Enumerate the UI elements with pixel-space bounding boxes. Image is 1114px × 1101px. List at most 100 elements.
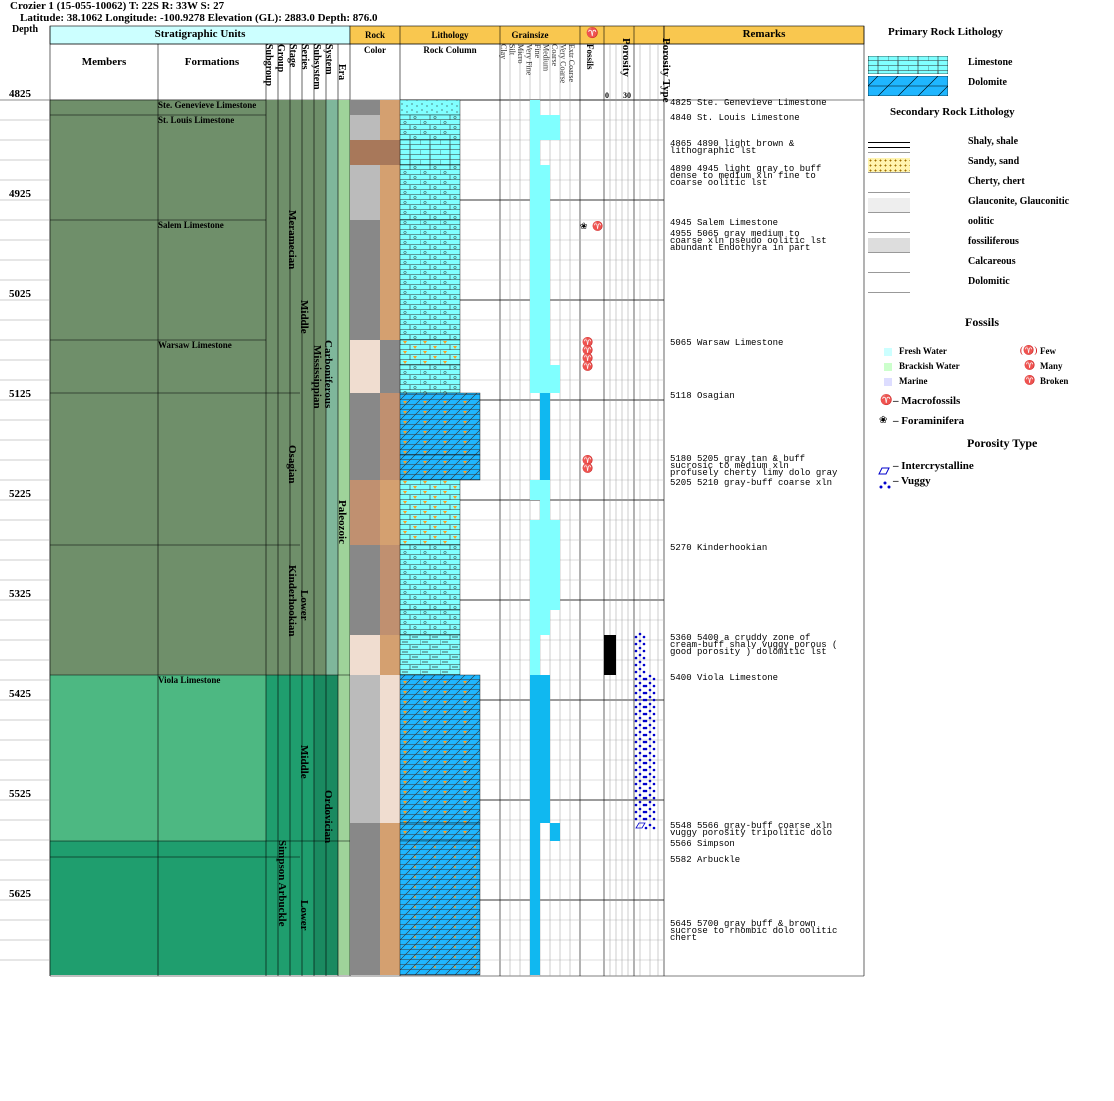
vuggy-mark bbox=[642, 705, 646, 709]
grainsize-column bbox=[530, 100, 560, 975]
rock-color-block bbox=[350, 545, 380, 635]
grainsize-header: Grainsize bbox=[511, 30, 549, 40]
vuggy-mark bbox=[642, 803, 646, 807]
vuggy-mark bbox=[642, 670, 646, 674]
lithology-header: Lithology bbox=[431, 30, 469, 40]
grainsize-bar bbox=[530, 100, 540, 115]
vuggy-mark bbox=[634, 796, 638, 800]
fossils-header: Fossils bbox=[585, 44, 595, 70]
vuggy-mark bbox=[652, 826, 656, 830]
vuggy-mark bbox=[634, 754, 638, 758]
vuggy-mark bbox=[652, 719, 656, 723]
vuggy-mark bbox=[644, 719, 648, 723]
lithology-block bbox=[399, 219, 461, 341]
legend-intercrystalline: – Intercrystalline bbox=[893, 460, 974, 472]
vuggy-mark bbox=[642, 635, 646, 639]
vuggy-mark bbox=[634, 775, 638, 779]
vuggy-mark bbox=[642, 810, 646, 814]
vuggy-mark bbox=[642, 747, 646, 751]
fresh-water-swatch bbox=[884, 348, 892, 356]
vuggy-mark bbox=[634, 656, 638, 660]
rock-color-block bbox=[380, 220, 400, 340]
vuggy-mark bbox=[634, 719, 638, 723]
lithology-block bbox=[399, 392, 481, 456]
legend-primary-title: Primary Rock Lithology bbox=[888, 26, 1003, 38]
vuggy-mark bbox=[648, 681, 652, 685]
formations-header: Formations bbox=[184, 56, 240, 68]
vuggy-mark bbox=[638, 632, 642, 636]
series-fill-miss bbox=[266, 100, 326, 675]
rock-color-block bbox=[380, 823, 400, 841]
remark: 4865 4890 light brown & lithographic lst bbox=[670, 139, 795, 156]
vuggy-mark bbox=[642, 775, 646, 779]
vuggy-mark bbox=[642, 726, 646, 730]
vuggy-mark bbox=[638, 639, 642, 643]
remark: 4890 4945 light gray to buff dense to me… bbox=[670, 164, 822, 188]
legend-macrofossils: – Macrofossils bbox=[893, 395, 961, 407]
grainsize-bar bbox=[530, 823, 540, 841]
vuggy-mark bbox=[634, 684, 638, 688]
lithology-block bbox=[399, 634, 461, 676]
lithology-block bbox=[399, 479, 461, 546]
rock-color-block bbox=[380, 545, 400, 635]
vuggy-mark bbox=[644, 803, 648, 807]
rock-color-block bbox=[350, 165, 380, 220]
vuggy-mark bbox=[644, 691, 648, 695]
vuggy-mark bbox=[638, 807, 642, 811]
vuggy-mark bbox=[638, 653, 642, 657]
vuggy-mark bbox=[648, 793, 652, 797]
vuggy-mark bbox=[648, 765, 652, 769]
legend-many: Many bbox=[1040, 361, 1063, 371]
vuggy-mark bbox=[638, 786, 642, 790]
secondary-lithology-swatch bbox=[868, 278, 910, 293]
remark: 5360 5400 a cruddy zone of cream-buff sh… bbox=[670, 633, 838, 657]
vuggy-mark bbox=[644, 684, 648, 688]
vuggy-mark bbox=[638, 646, 642, 650]
vertical-unit-label: Carboniferous bbox=[322, 340, 334, 409]
remark: 5118 Osagian bbox=[670, 391, 735, 401]
vuggy-mark bbox=[634, 677, 638, 681]
vuggy-mark bbox=[638, 814, 642, 818]
legend-few: Few bbox=[1040, 346, 1056, 356]
vuggy-mark bbox=[638, 716, 642, 720]
vuggy-mark bbox=[652, 747, 656, 751]
remarks-header: Remarks bbox=[742, 28, 786, 40]
macrofossil-icon: ♈ bbox=[582, 344, 593, 355]
vuggy-mark bbox=[634, 789, 638, 793]
grain-class-label: Very Coarse bbox=[558, 44, 568, 84]
vuggy-mark bbox=[634, 817, 638, 821]
vuggy-mark bbox=[648, 751, 652, 755]
legend-fresh-water: Fresh Water bbox=[899, 346, 947, 356]
grain-class-label: Extr Coarse bbox=[567, 44, 576, 82]
vuggy-mark bbox=[648, 716, 652, 720]
vuggy-mark bbox=[634, 747, 638, 751]
rock-color-block bbox=[380, 480, 400, 545]
vuggy-mark bbox=[652, 768, 656, 772]
legend-secondary-item: Cherty, chert bbox=[968, 176, 1025, 187]
depth-tick-label: 4825 bbox=[9, 88, 31, 100]
depth-tick-label: 5125 bbox=[9, 388, 31, 400]
vuggy-mark bbox=[642, 761, 646, 765]
vuggy-mark bbox=[644, 712, 648, 716]
vuggy-mark bbox=[642, 712, 646, 716]
vuggy-mark bbox=[644, 754, 648, 758]
rock-color-block bbox=[380, 340, 400, 393]
grainsize-bar bbox=[530, 610, 550, 635]
remark: 5566 Simpson bbox=[670, 839, 735, 849]
secondary-lithology-swatch bbox=[868, 138, 910, 153]
rock-color-block bbox=[350, 100, 380, 115]
vuggy-mark bbox=[634, 642, 638, 646]
vertical-unit-label: Paleozoic bbox=[336, 500, 348, 544]
vertical-unit-label: Simpson Arbuckle bbox=[276, 840, 288, 927]
rock-color-block bbox=[380, 115, 400, 140]
vuggy-mark bbox=[642, 719, 646, 723]
system-fill-carb bbox=[326, 100, 338, 675]
rock-color-block bbox=[350, 340, 380, 393]
legend-secondary-item: Glauconite, Glauconitic bbox=[968, 196, 1070, 207]
vuggy-mark bbox=[642, 642, 646, 646]
vuggy-mark bbox=[638, 695, 642, 699]
vuggy-mark bbox=[638, 793, 642, 797]
vuggy-mark bbox=[652, 684, 656, 688]
porosity-column bbox=[604, 632, 656, 830]
well-title: Crozier 1 (15-055-10062) T: 22S R: 33W S… bbox=[10, 0, 225, 12]
